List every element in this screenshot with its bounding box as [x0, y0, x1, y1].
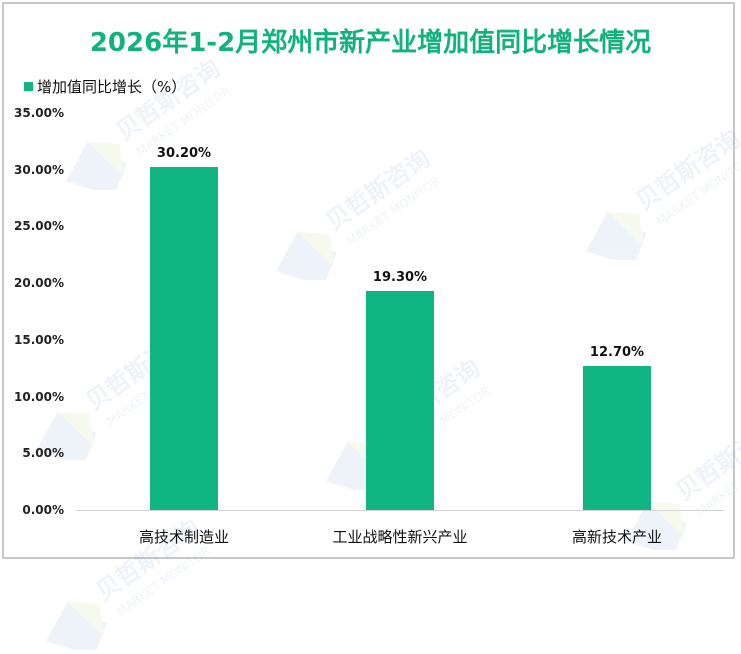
bar-data-label: 19.30% — [372, 270, 428, 286]
x-axis-line — [76, 510, 724, 511]
y-tick-label: 15.00% — [14, 332, 64, 347]
y-tick-label: 20.00% — [14, 276, 64, 291]
y-tick-label: 30.00% — [14, 162, 64, 177]
y-tick-label: 10.00% — [14, 389, 64, 404]
legend-swatch-icon — [24, 82, 33, 91]
x-category-label: 高新技术产业 — [571, 528, 662, 546]
legend-label: 增加值同比增长（%） — [37, 78, 187, 96]
x-category-label: 工业战略性新兴产业 — [332, 528, 468, 546]
y-tick-label: 25.00% — [14, 219, 64, 234]
bar-data-label: 12.70% — [589, 344, 645, 360]
bar — [150, 167, 218, 510]
legend: 增加值同比增长（%） — [24, 76, 186, 97]
y-tick-label: 5.00% — [22, 446, 64, 461]
chart-title: 2026年1-2月郑州市新产业增加值同比增长情况 — [89, 28, 652, 58]
bar — [366, 291, 434, 510]
y-tick-label: 35.00% — [14, 106, 64, 120]
y-tick-label: 0.00% — [22, 503, 64, 517]
bar-data-label: 30.20% — [156, 146, 212, 162]
bar — [583, 365, 651, 510]
x-category-label: 高技术制造业 — [138, 528, 229, 546]
